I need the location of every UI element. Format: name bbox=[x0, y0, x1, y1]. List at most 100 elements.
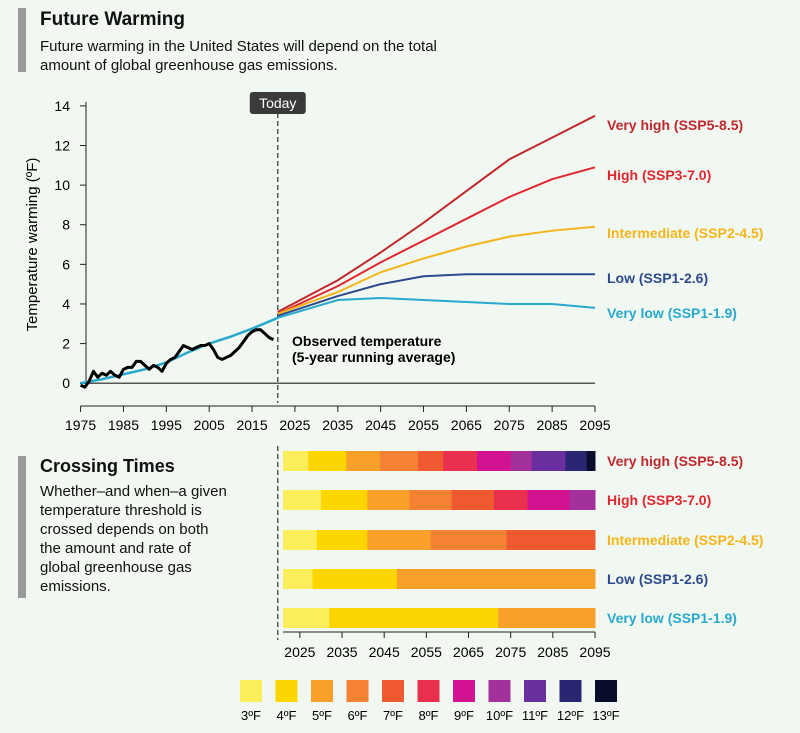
y-tick-label: 8 bbox=[62, 217, 70, 233]
x-tick-label: 2025 bbox=[279, 417, 310, 433]
scenario-line bbox=[277, 114, 596, 313]
scenario-line bbox=[277, 297, 596, 319]
legend-swatch bbox=[453, 680, 475, 702]
header-accent-bar bbox=[18, 8, 26, 72]
scenario-label: Low (SSP1-2.6) bbox=[607, 270, 708, 286]
crossing-segment bbox=[283, 451, 309, 471]
crossing-line-1: Whether–and when–a given bbox=[40, 483, 227, 500]
crossing-row-label: Very high (SSP5-8.5) bbox=[607, 453, 743, 469]
legend-label: 3ºF bbox=[241, 708, 261, 723]
crossing-segment bbox=[527, 490, 571, 510]
x-tick-label: 1995 bbox=[151, 417, 182, 433]
x-tick-label: 2085 bbox=[537, 417, 568, 433]
legend-swatch bbox=[524, 680, 546, 702]
crossing-segment bbox=[409, 490, 453, 510]
x-tick-label: 2055 bbox=[408, 417, 439, 433]
today-badge bbox=[249, 92, 306, 114]
crossing-row-label: Low (SSP1-2.6) bbox=[607, 571, 708, 587]
crossing-segment bbox=[283, 530, 318, 550]
legend-label: 7ºF bbox=[383, 708, 403, 723]
crossing-segment bbox=[308, 451, 347, 471]
crossing-segment bbox=[510, 451, 533, 471]
legend-swatch bbox=[488, 680, 511, 702]
crossing-segment bbox=[283, 569, 314, 589]
crossing-line-2: temperature threshold is bbox=[40, 502, 202, 519]
x-tick-label: 2045 bbox=[365, 417, 396, 433]
legend-label: 13ºF bbox=[592, 708, 619, 723]
page-title: Future Warming bbox=[40, 9, 185, 30]
y-tick-label: 0 bbox=[62, 375, 70, 391]
scenario-line bbox=[277, 225, 596, 315]
y-tick-label: 6 bbox=[62, 256, 70, 272]
crossing-segment bbox=[476, 451, 512, 471]
crossing-segment bbox=[320, 490, 368, 510]
crossing-segment bbox=[506, 530, 596, 550]
today-label: Today bbox=[259, 95, 296, 111]
scenario-label: High (SSP3-7.0) bbox=[607, 167, 711, 183]
crossing-segment bbox=[493, 490, 529, 510]
legend-swatch bbox=[417, 680, 440, 702]
crossing-segment bbox=[283, 490, 322, 510]
x-tick-label: 2005 bbox=[194, 417, 225, 433]
legend-swatch bbox=[559, 680, 582, 702]
subtitle-line-1: Future warming in the United States will… bbox=[40, 38, 437, 55]
legend-label: 9ºF bbox=[454, 708, 474, 723]
crossing-segment bbox=[329, 608, 499, 628]
scenario-line bbox=[277, 273, 595, 317]
legend-label: 12ºF bbox=[557, 708, 584, 723]
observed-temperature-line bbox=[79, 328, 275, 389]
observed-label: Observed temperature bbox=[292, 333, 442, 349]
y-tick-label: 14 bbox=[54, 98, 70, 114]
bars-x-tick-label: 2035 bbox=[326, 644, 357, 660]
crossing-segment bbox=[312, 569, 398, 589]
crossing-segment bbox=[451, 490, 495, 510]
x-tick-label: 2065 bbox=[451, 417, 482, 433]
crossing-segment bbox=[443, 451, 478, 471]
y-tick-label: 12 bbox=[54, 138, 70, 154]
bars-x-tick-label: 2085 bbox=[537, 644, 568, 660]
legend-label: 4ºF bbox=[277, 708, 297, 723]
x-tick-label: 1975 bbox=[65, 417, 96, 433]
scenario-line bbox=[277, 166, 596, 315]
crossing-line-6: emissions. bbox=[40, 578, 111, 595]
crossing-segment bbox=[569, 490, 596, 510]
x-tick-label: 2095 bbox=[579, 417, 610, 433]
crossing-segment bbox=[586, 451, 596, 471]
y-tick-label: 2 bbox=[62, 336, 70, 352]
y-axis-label: Temperature warming (ºF) bbox=[24, 158, 41, 332]
x-tick-label: 1985 bbox=[108, 417, 139, 433]
crossing-row-label: Intermediate (SSP2-4.5) bbox=[607, 532, 763, 548]
y-tick-label: 4 bbox=[62, 296, 70, 312]
crossing-segment bbox=[565, 451, 588, 471]
crossing-title: Crossing Times bbox=[40, 456, 175, 476]
crossing-segment bbox=[430, 530, 507, 550]
bars-x-tick-label: 2055 bbox=[411, 644, 442, 660]
crossing-segment bbox=[396, 569, 596, 589]
observed-sublabel: (5-year running average) bbox=[292, 349, 455, 365]
crossing-segment bbox=[283, 608, 330, 628]
crossing-segment bbox=[346, 451, 381, 471]
crossing-row-label: Very low (SSP1-1.9) bbox=[607, 610, 737, 626]
legend-swatch bbox=[382, 680, 404, 702]
crossing-description: Whether–and when–a given temperature thr… bbox=[40, 482, 227, 596]
subtitle-line-2: amount of global greenhouse gas emission… bbox=[40, 57, 338, 74]
crossing-segment bbox=[367, 530, 432, 550]
legend-swatch bbox=[311, 680, 333, 702]
crossing-segment bbox=[316, 530, 368, 550]
historical-model-line bbox=[80, 316, 279, 385]
crossing-row-label: High (SSP3-7.0) bbox=[607, 492, 711, 508]
legend-label: 10ºF bbox=[486, 708, 513, 723]
legend-label: 5ºF bbox=[312, 708, 332, 723]
bars-x-tick-label: 2065 bbox=[453, 644, 484, 660]
bars-x-tick-label: 2095 bbox=[579, 644, 610, 660]
bars-x-tick-label: 2075 bbox=[495, 644, 526, 660]
scenario-label: Intermediate (SSP2-4.5) bbox=[607, 225, 763, 241]
crossing-accent-bar bbox=[18, 456, 26, 598]
crossing-segment bbox=[379, 451, 419, 471]
legend-swatch bbox=[346, 680, 369, 702]
crossing-segment bbox=[531, 451, 566, 471]
legend-label: 11ºF bbox=[522, 708, 548, 723]
y-tick-label: 10 bbox=[54, 177, 70, 193]
legend-label: 8ºF bbox=[419, 708, 439, 723]
x-tick-label: 2075 bbox=[494, 417, 525, 433]
